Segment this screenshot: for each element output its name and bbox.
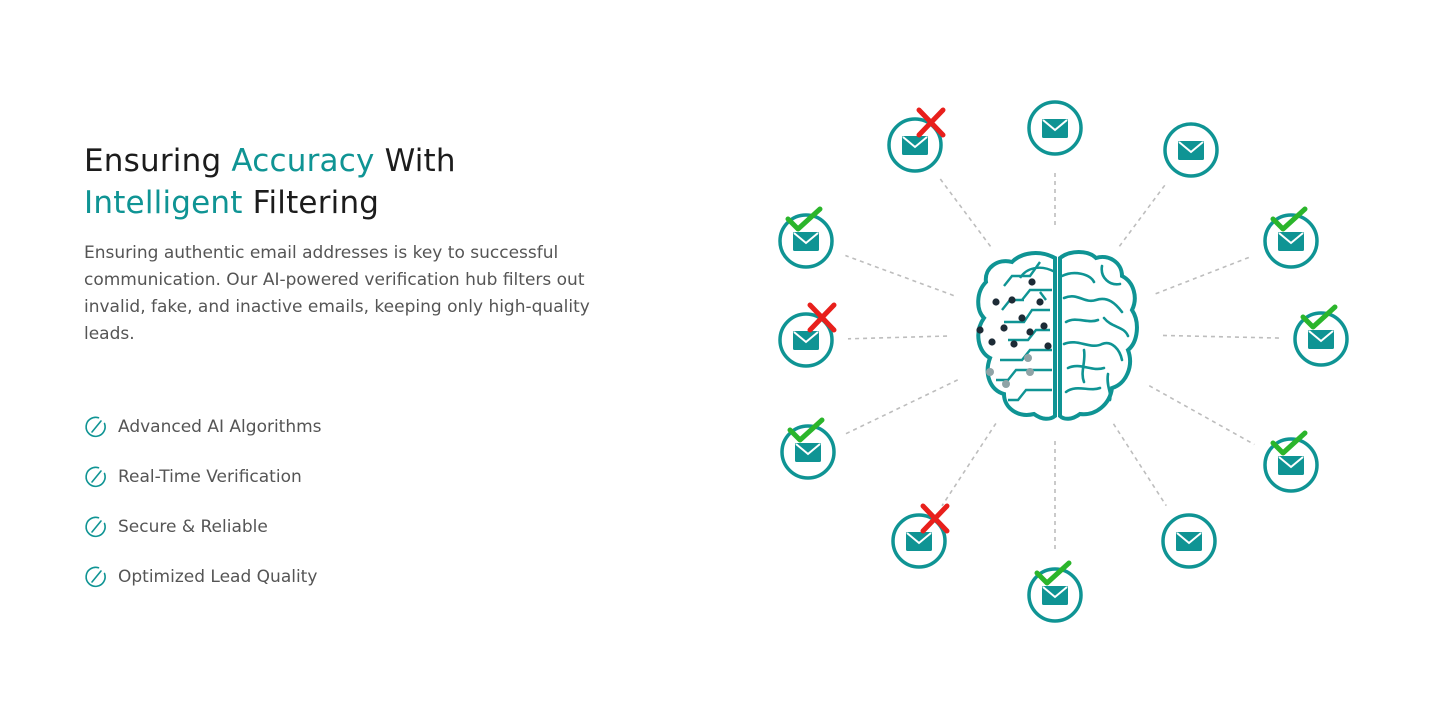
connector-line bbox=[845, 254, 954, 297]
connector-line bbox=[847, 335, 948, 340]
valid-check-icon bbox=[1300, 304, 1338, 330]
envelope-icon bbox=[793, 331, 819, 350]
valid-check-icon bbox=[1034, 560, 1072, 586]
brain-circuit-icon bbox=[976, 250, 1139, 421]
envelope-icon bbox=[1042, 586, 1068, 605]
page-title: Ensuring Accuracy With Intelligent Filte… bbox=[84, 140, 604, 224]
envelope-icon bbox=[793, 232, 819, 251]
connector-line bbox=[1112, 423, 1167, 507]
diagram-canvas bbox=[778, 100, 1349, 623]
email-node bbox=[780, 417, 836, 480]
feature-label: Secure & Reliable bbox=[118, 517, 268, 537]
email-node bbox=[891, 503, 950, 569]
email-node bbox=[1163, 122, 1219, 178]
envelope-icon bbox=[1178, 141, 1204, 160]
email-node bbox=[1263, 206, 1319, 269]
description: Ensuring authentic email addresses is ke… bbox=[84, 243, 590, 344]
envelope-icon bbox=[795, 443, 821, 462]
title-text-1: Ensuring bbox=[84, 143, 232, 179]
title-text-3: Filtering bbox=[242, 185, 380, 221]
envelope-icon bbox=[1042, 119, 1068, 138]
verification-diagram bbox=[760, 90, 1380, 640]
feature-item: Real-Time Verification bbox=[84, 452, 604, 502]
connector-lines bbox=[845, 170, 1280, 553]
envelope-icon bbox=[902, 136, 928, 155]
envelope-icon bbox=[906, 532, 932, 551]
feature-list: Advanced AI Algorithms Real-Time Verific… bbox=[84, 402, 604, 602]
check-circle-icon bbox=[85, 466, 106, 488]
connector-line bbox=[939, 178, 992, 247]
envelope-icon bbox=[1278, 232, 1304, 251]
title-accent-2: Intelligent bbox=[84, 185, 243, 221]
envelope-icon bbox=[1308, 330, 1334, 349]
feature-item: Advanced AI Algorithms bbox=[84, 402, 604, 452]
email-node bbox=[887, 107, 946, 173]
email-node bbox=[1161, 513, 1217, 569]
connector-line bbox=[1148, 385, 1255, 446]
check-circle-icon bbox=[85, 566, 106, 588]
connector-line bbox=[1155, 255, 1253, 295]
connector-line bbox=[845, 379, 959, 435]
connector-line bbox=[1118, 183, 1167, 247]
invalid-x-icon bbox=[807, 302, 837, 333]
intro-section: Ensuring Accuracy With Intelligent Filte… bbox=[84, 140, 604, 602]
valid-check-icon bbox=[1270, 206, 1308, 232]
valid-check-icon bbox=[785, 206, 823, 232]
email-nodes bbox=[778, 100, 1349, 623]
feature-item: Optimized Lead Quality bbox=[84, 552, 604, 602]
connector-line bbox=[1162, 334, 1280, 339]
connector-line bbox=[941, 422, 997, 507]
email-node bbox=[1293, 304, 1349, 367]
feature-item: Secure & Reliable bbox=[84, 502, 604, 552]
valid-check-icon bbox=[787, 417, 825, 443]
check-circle-icon bbox=[85, 516, 106, 538]
title-text-2: With bbox=[374, 143, 456, 179]
envelope-icon bbox=[1278, 456, 1304, 475]
email-node bbox=[1027, 560, 1083, 623]
feature-label: Real-Time Verification bbox=[118, 467, 302, 487]
invalid-x-icon bbox=[916, 107, 946, 138]
feature-label: Optimized Lead Quality bbox=[118, 567, 318, 587]
email-node bbox=[778, 302, 837, 368]
email-node bbox=[778, 206, 834, 269]
email-node bbox=[1027, 100, 1083, 156]
invalid-x-icon bbox=[920, 503, 950, 534]
check-circle-icon bbox=[85, 416, 106, 438]
envelope-icon bbox=[1176, 532, 1202, 551]
feature-label: Advanced AI Algorithms bbox=[118, 417, 322, 437]
email-node bbox=[1263, 430, 1319, 493]
title-accent-1: Accuracy bbox=[231, 143, 375, 179]
valid-check-icon bbox=[1270, 430, 1308, 456]
